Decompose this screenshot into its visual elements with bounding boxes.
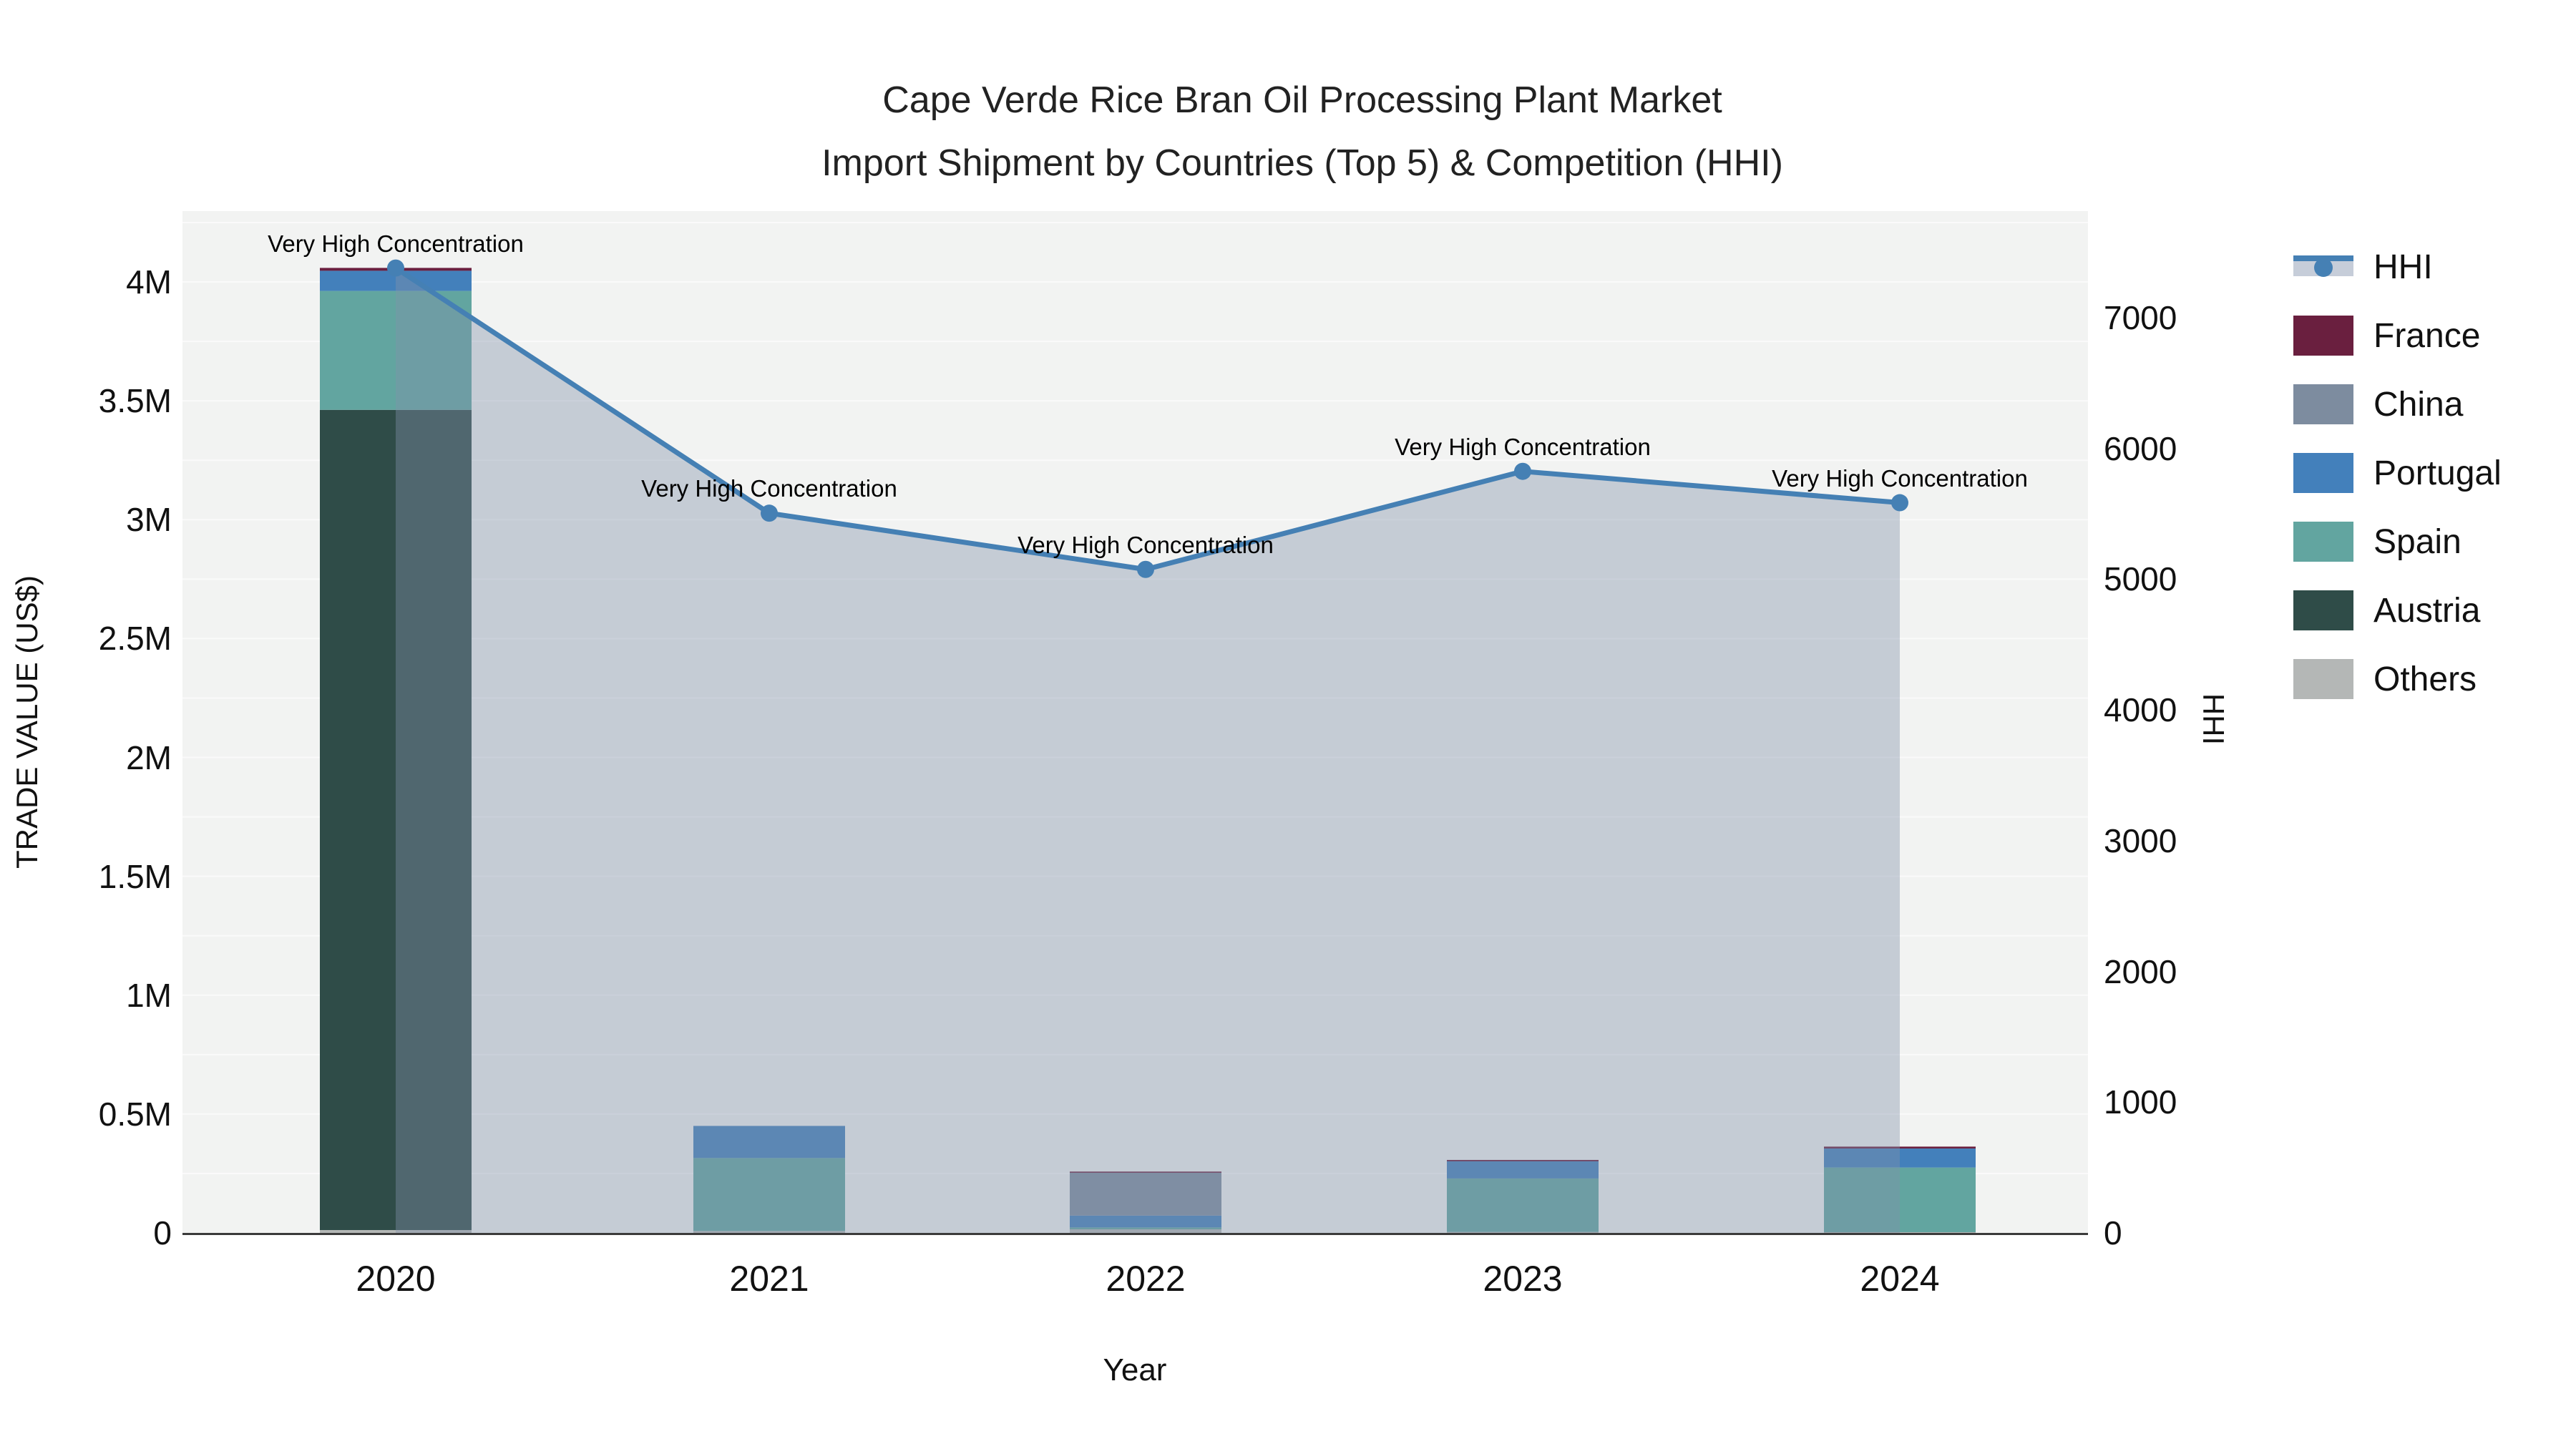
- hhi-marker-2024[interactable]: [1891, 494, 1908, 512]
- hhi-marker-2021[interactable]: [761, 504, 778, 522]
- legend-item-spain[interactable]: Spain: [2293, 507, 2462, 576]
- right-tick-7000: 7000: [2104, 299, 2177, 336]
- plot-background: [182, 211, 2088, 1233]
- legend-item-hhi[interactable]: HHI: [2293, 233, 2433, 301]
- annotation-2024: Very High Concentration: [1772, 464, 2028, 492]
- right-tick-1000: 1000: [2104, 1083, 2177, 1121]
- color-swatch-icon: [2293, 522, 2353, 562]
- x-axis-title: Year: [1103, 1352, 1167, 1387]
- bar-segment-france-2023[interactable]: [1447, 1159, 1599, 1161]
- hhi-marker-2020[interactable]: [387, 259, 404, 277]
- legend-item-china[interactable]: China: [2293, 370, 2463, 439]
- right-tick-0: 0: [2104, 1214, 2122, 1252]
- bar-segment-spain-2020[interactable]: [320, 291, 472, 410]
- left-tick-3.5M: 3.5M: [98, 382, 172, 420]
- bar-segment-others-2023[interactable]: [1447, 1231, 1599, 1233]
- bar-segment-portugal-2022[interactable]: [1070, 1215, 1221, 1228]
- legend-item-others[interactable]: Others: [2293, 645, 2477, 713]
- bar-segment-france-2024[interactable]: [1824, 1146, 1976, 1149]
- legend-label: Portugal: [2373, 454, 2502, 492]
- bar-segment-others-2022[interactable]: [1070, 1229, 1221, 1233]
- right-tick-5000: 5000: [2104, 560, 2177, 598]
- bar-segment-spain-2021[interactable]: [693, 1158, 845, 1231]
- legend-item-france[interactable]: France: [2293, 301, 2480, 370]
- bar-segment-spain-2024[interactable]: [1824, 1167, 1976, 1233]
- right-tick-3000: 3000: [2104, 821, 2177, 859]
- bar-segment-france-2022[interactable]: [1070, 1171, 1221, 1173]
- legend-label: France: [2373, 316, 2481, 355]
- bar-segment-austria-2020[interactable]: [320, 409, 472, 1231]
- left-tick-3M: 3M: [126, 501, 172, 539]
- right-tick-2000: 2000: [2104, 952, 2177, 990]
- legend-item-portugal[interactable]: Portugal: [2293, 439, 2502, 507]
- hhi-area-fill: [396, 268, 1900, 1233]
- left-tick-1.5M: 1.5M: [98, 857, 172, 895]
- left-tick-0: 0: [153, 1214, 172, 1252]
- color-swatch-icon: [2293, 384, 2353, 424]
- bar-segment-spain-2023[interactable]: [1447, 1178, 1599, 1232]
- hhi-marker-2023[interactable]: [1514, 462, 1531, 480]
- color-swatch-icon: [2293, 453, 2353, 493]
- left-tick-2M: 2M: [126, 738, 172, 776]
- hhi-marker-2022[interactable]: [1137, 560, 1154, 578]
- color-swatch-icon: [2293, 316, 2353, 356]
- legend-label: Austria: [2373, 591, 2481, 630]
- chart-title: Cape Verde Rice Bran Oil Processing Plan…: [821, 69, 1783, 195]
- annotation-2022: Very High Concentration: [1018, 531, 1274, 558]
- annotation-2021: Very High Concentration: [641, 475, 897, 502]
- right-tick-6000: 6000: [2104, 429, 2177, 467]
- bar-segment-portugal-2021[interactable]: [693, 1126, 845, 1158]
- x-tick-2020: 2020: [356, 1259, 436, 1299]
- x-tick-2021: 2021: [729, 1259, 809, 1299]
- bar-segment-spain-2022[interactable]: [1070, 1227, 1221, 1230]
- left-tick-4M: 4M: [126, 263, 172, 301]
- bar-segment-others-2021[interactable]: [693, 1231, 845, 1233]
- legend-item-austria[interactable]: Austria: [2293, 576, 2480, 645]
- bar-segment-others-2024[interactable]: [1824, 1232, 1976, 1234]
- x-tick-2022: 2022: [1106, 1259, 1186, 1299]
- annotation-2023: Very High Concentration: [1395, 433, 1651, 460]
- legend-label: HHI: [2373, 248, 2433, 286]
- chart-title-line2: Import Shipment by Countries (Top 5) & C…: [821, 142, 1783, 184]
- x-axis-line: [182, 1233, 2088, 1235]
- legend-label: China: [2373, 385, 2464, 424]
- bar-segment-portugal-2024[interactable]: [1824, 1148, 1976, 1168]
- hhi-line-dot: [2314, 258, 2333, 277]
- color-swatch-icon: [2293, 590, 2353, 630]
- left-tick-2.5M: 2.5M: [98, 620, 172, 658]
- bar-segment-china-2022[interactable]: [1070, 1172, 1221, 1216]
- hhi-line-swatch-icon: [2293, 253, 2353, 281]
- chart-title-line1: Cape Verde Rice Bran Oil Processing Plan…: [882, 79, 1722, 121]
- x-tick-2023: 2023: [1483, 1259, 1563, 1299]
- bar-segment-portugal-2023[interactable]: [1447, 1161, 1599, 1179]
- annotation-2020: Very High Concentration: [268, 230, 524, 257]
- right-axis-title: HHI: [2197, 693, 2230, 746]
- right-tick-4000: 4000: [2104, 691, 2177, 729]
- bar-segment-others-2020[interactable]: [320, 1230, 472, 1233]
- x-tick-2024: 2024: [1860, 1259, 1940, 1299]
- left-tick-0.5M: 0.5M: [98, 1095, 172, 1133]
- legend-label: Spain: [2373, 522, 2462, 561]
- left-tick-1M: 1M: [126, 976, 172, 1014]
- legend-label: Others: [2373, 660, 2477, 698]
- color-swatch-icon: [2293, 659, 2353, 699]
